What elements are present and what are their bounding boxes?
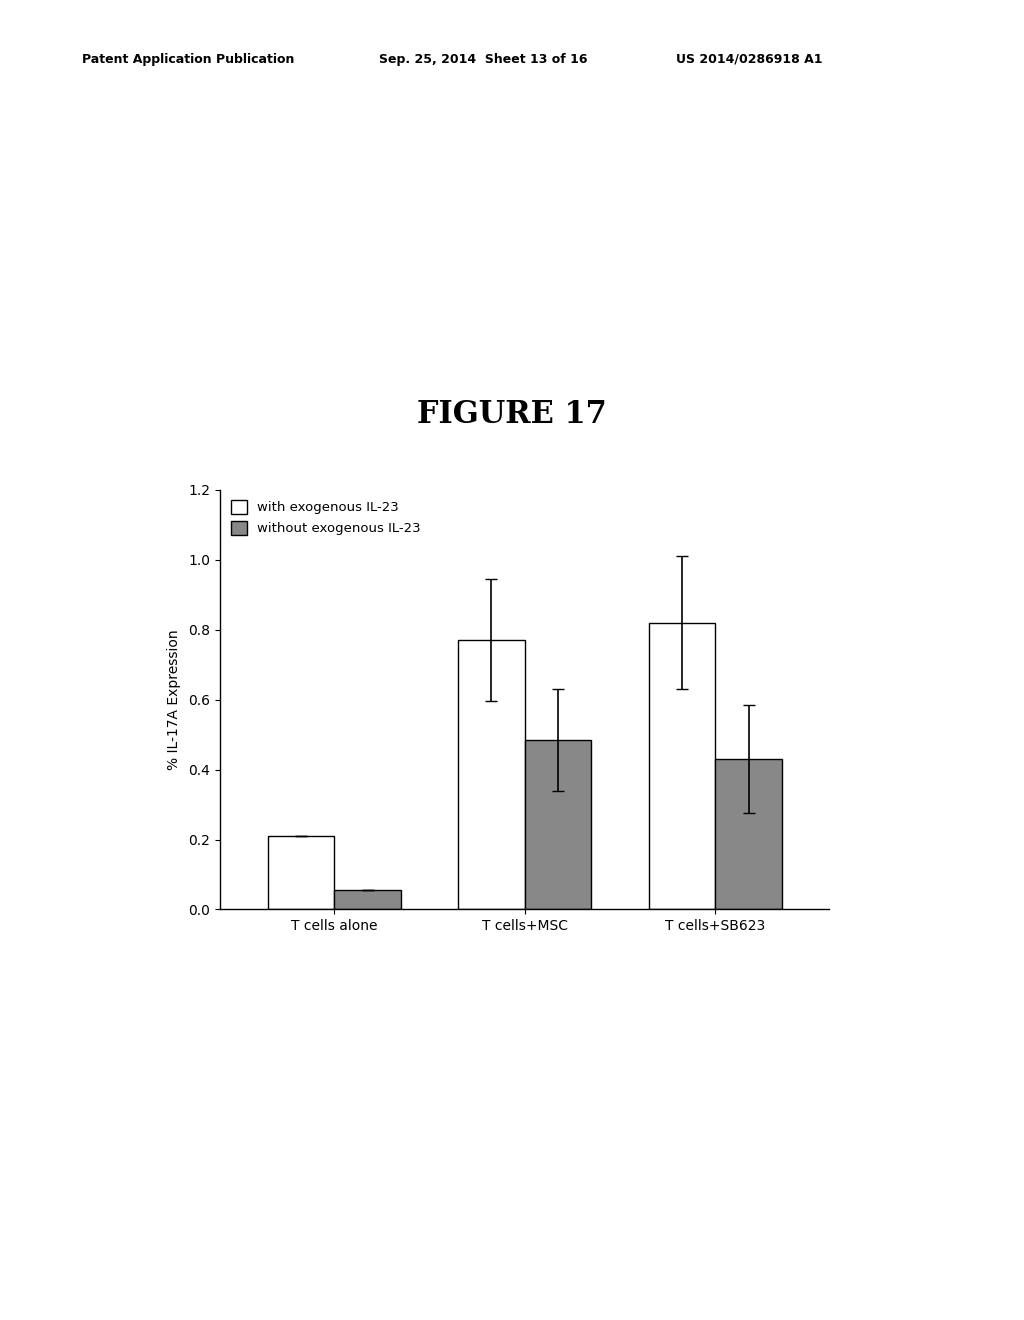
- Bar: [458, 640, 524, 909]
- Legend: with exogenous IL-23, without exogenous IL-23: with exogenous IL-23, without exogenous …: [226, 496, 425, 540]
- Bar: [648, 623, 715, 909]
- Bar: [335, 890, 401, 909]
- Bar: [267, 836, 335, 909]
- Text: US 2014/0286918 A1: US 2014/0286918 A1: [676, 53, 822, 66]
- Bar: [524, 739, 592, 909]
- Bar: [715, 759, 782, 909]
- Y-axis label: % IL-17A Expression: % IL-17A Expression: [168, 630, 181, 770]
- Text: Sep. 25, 2014  Sheet 13 of 16: Sep. 25, 2014 Sheet 13 of 16: [379, 53, 588, 66]
- Text: Patent Application Publication: Patent Application Publication: [82, 53, 294, 66]
- Text: FIGURE 17: FIGURE 17: [417, 399, 607, 430]
